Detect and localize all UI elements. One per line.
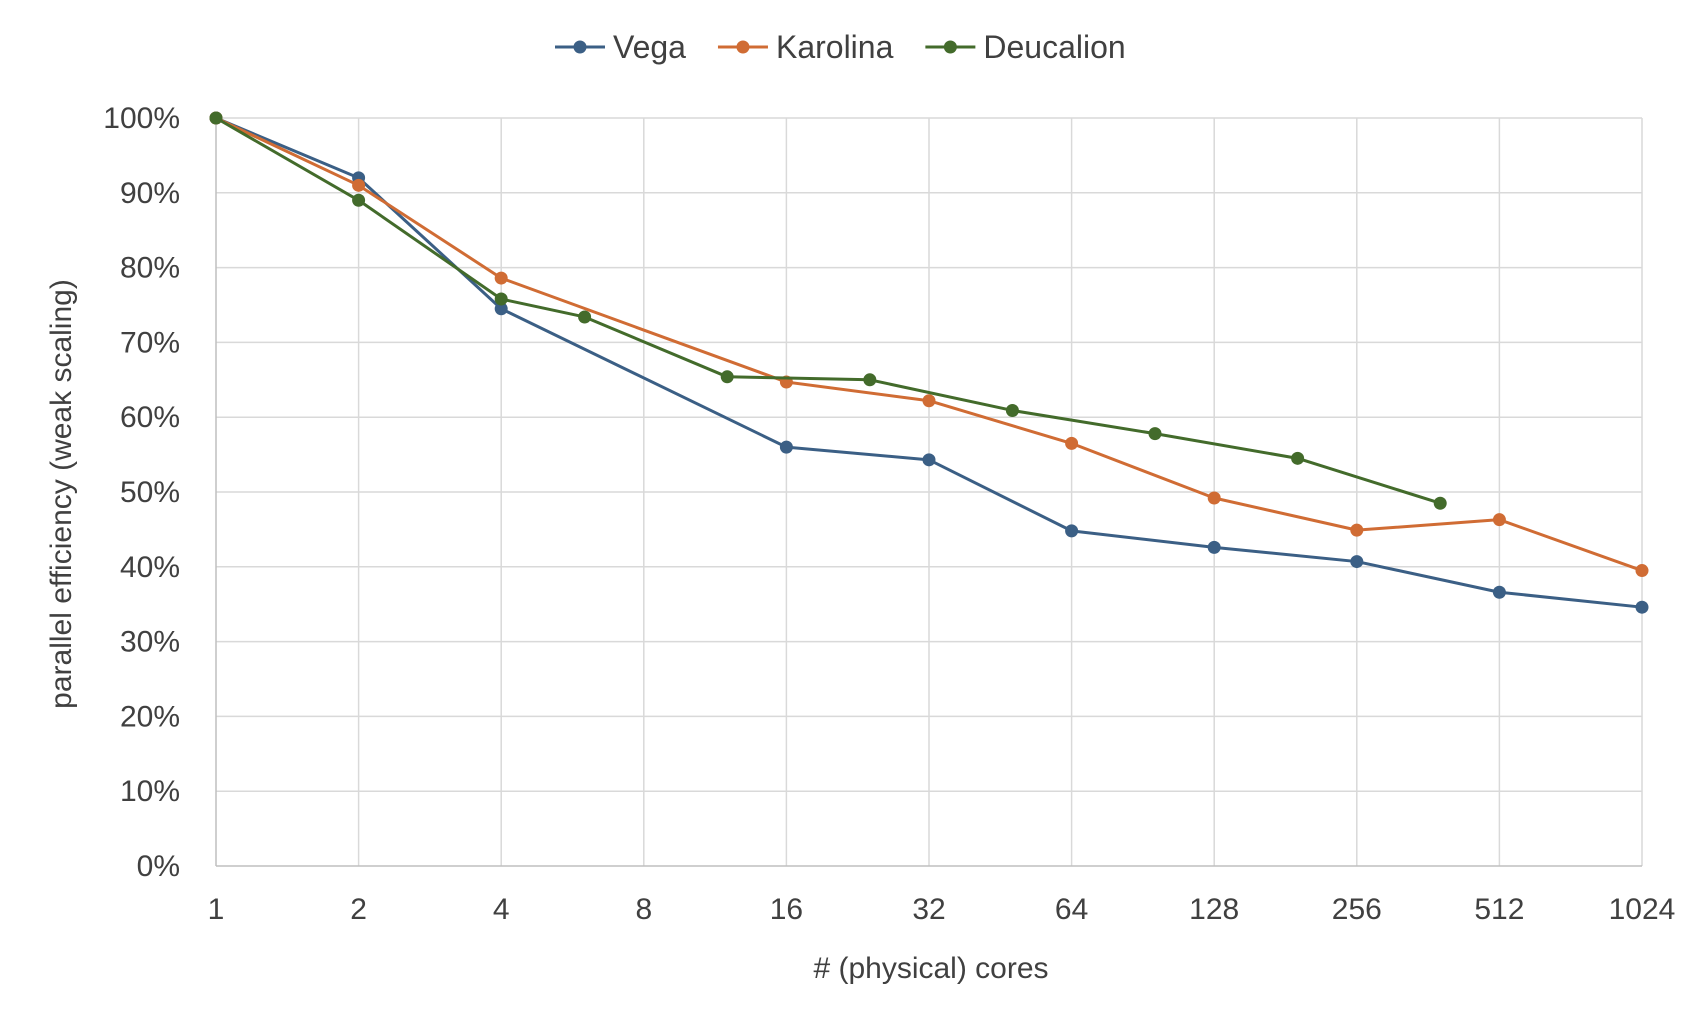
x-tick-label: 256 — [1332, 893, 1382, 926]
data-point-karolina — [922, 394, 936, 408]
y-tick-label: 100% — [103, 102, 180, 135]
series-deucalion — [209, 111, 1447, 510]
data-point-deucalion — [494, 292, 508, 306]
data-point-karolina — [1350, 523, 1364, 537]
x-tick-label: 2 — [350, 893, 367, 926]
x-tick-label: 1024 — [1609, 893, 1676, 926]
legend: Vega Karolina Deucalion — [555, 29, 1126, 65]
series-group — [209, 111, 1649, 614]
y-tick-label: 60% — [120, 401, 180, 434]
data-point-deucalion — [578, 310, 592, 324]
data-point-vega — [494, 302, 508, 316]
axes — [215, 118, 1642, 867]
data-point-vega — [1492, 585, 1506, 599]
legend-item-deucalion: Deucalion — [925, 29, 1126, 65]
y-tick-labels: 0% 10% 20% 30% 40% 50% 60% 70% 80% 90% 100% — [103, 102, 180, 883]
y-tick-label: 70% — [120, 326, 180, 359]
y-axis-title: parallel efficiency (weak scaling) — [45, 279, 78, 709]
data-point-vega — [1065, 524, 1079, 538]
x-tick-label: 128 — [1189, 893, 1239, 926]
grid-lines — [216, 117, 1643, 866]
legend-label-vega: Vega — [613, 29, 686, 65]
data-point-karolina — [1065, 436, 1079, 450]
legend-marker-vega — [573, 40, 587, 54]
data-point-deucalion — [863, 373, 877, 387]
data-point-deucalion — [720, 370, 734, 384]
y-tick-label: 20% — [120, 700, 180, 733]
x-tick-label: 64 — [1055, 893, 1088, 926]
data-point-deucalion — [1005, 403, 1019, 417]
data-point-deucalion — [1148, 427, 1162, 441]
data-point-deucalion — [1433, 496, 1447, 510]
x-tick-label: 512 — [1474, 893, 1524, 926]
x-tick-label: 8 — [635, 893, 652, 926]
data-point-vega — [922, 453, 936, 467]
y-tick-label: 90% — [120, 177, 180, 210]
legend-marker-karolina — [736, 40, 750, 54]
y-tick-label: 80% — [120, 252, 180, 285]
y-tick-label: 50% — [120, 476, 180, 509]
x-tick-label: 32 — [912, 893, 945, 926]
series-line-karolina — [215, 116, 1643, 572]
x-tick-labels: 1 2 4 8 16 32 64 128 256 512 1024 — [208, 893, 1676, 926]
data-point-karolina — [1492, 513, 1506, 527]
data-point-vega — [1207, 540, 1221, 554]
data-point-vega — [1350, 555, 1364, 569]
y-tick-label: 40% — [120, 551, 180, 584]
data-point-deucalion — [209, 111, 223, 125]
legend-marker-deucalion — [943, 40, 957, 54]
y-tick-label: 10% — [120, 775, 180, 808]
x-axis-title: # (physical) cores — [813, 952, 1048, 985]
legend-label-karolina: Karolina — [776, 29, 894, 65]
data-point-vega — [779, 440, 793, 454]
data-point-deucalion — [352, 193, 366, 207]
data-point-karolina — [1635, 564, 1649, 578]
data-point-karolina — [1207, 491, 1221, 505]
legend-item-karolina: Karolina — [717, 29, 894, 65]
series-line-vega — [215, 116, 1643, 609]
data-point-karolina — [494, 271, 508, 285]
legend-item-vega: Vega — [555, 29, 686, 65]
x-tick-label: 1 — [208, 893, 225, 926]
y-tick-label: 0% — [137, 850, 180, 883]
data-point-karolina — [352, 178, 366, 192]
series-line-deucalion — [215, 116, 1441, 505]
data-point-vega — [1635, 600, 1649, 614]
y-tick-label: 30% — [120, 626, 180, 659]
legend-label-deucalion: Deucalion — [983, 29, 1125, 65]
x-tick-label: 16 — [770, 893, 803, 926]
data-point-deucalion — [1291, 451, 1305, 465]
x-tick-label: 4 — [493, 893, 510, 926]
